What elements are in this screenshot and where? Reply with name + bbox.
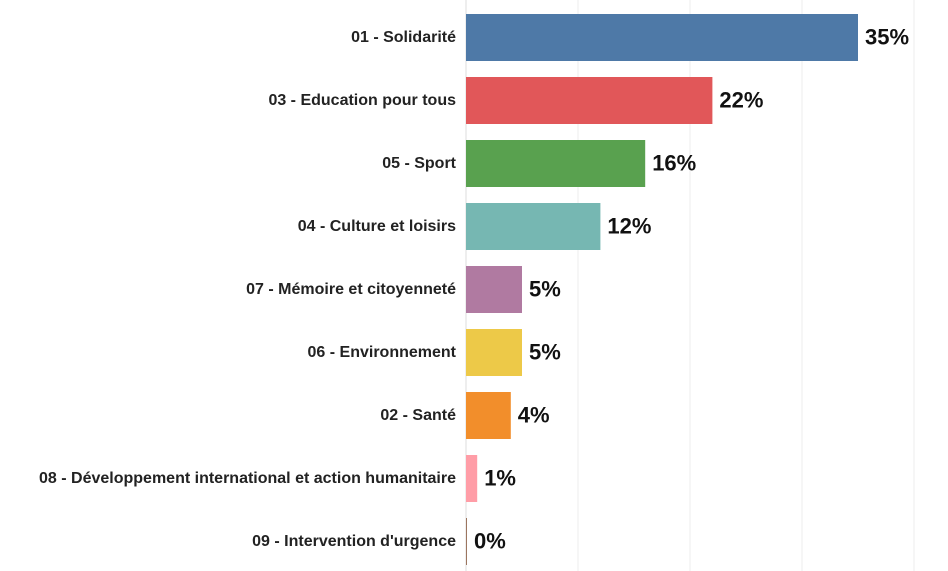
value-label: 5% [529,276,561,301]
bar [466,203,601,250]
category-label: 06 - Environnement [307,343,456,361]
category-label: 05 - Sport [382,154,456,172]
value-label: 35% [865,24,909,49]
category-label: 02 - Santé [380,406,456,424]
category-label: 04 - Culture et loisirs [297,217,456,235]
value-label: 22% [719,87,763,112]
bar [466,329,522,376]
category-label: 03 - Education pour tous [268,91,456,109]
category-label: 08 - Développement international et acti… [39,469,456,487]
value-label: 4% [518,402,550,427]
bar [466,77,713,124]
value-label: 16% [652,150,696,175]
value-label: 0% [474,528,506,553]
value-label: 5% [529,339,561,364]
category-label: 07 - Mémoire et citoyenneté [246,280,456,298]
bar [466,140,646,187]
category-label: 01 - Solidarité [351,28,456,46]
bar [466,455,478,502]
bar [466,266,522,313]
bar [466,392,511,439]
bar [466,14,858,61]
value-label: 1% [484,465,516,490]
value-label: 12% [607,213,651,238]
category-label: 09 - Intervention d'urgence [252,532,456,550]
bar [466,518,467,565]
